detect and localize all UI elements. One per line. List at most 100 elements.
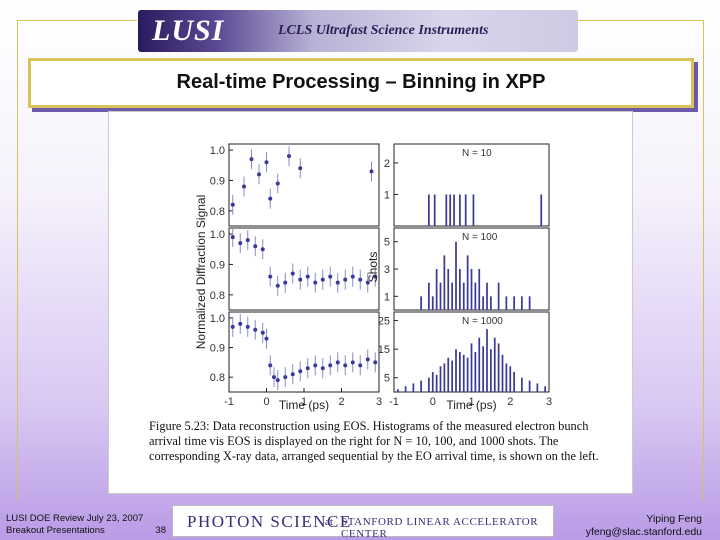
histogram-bar [428,282,430,310]
data-point [268,363,273,368]
histogram-bar [521,377,523,392]
signal-panel-frame [228,311,380,393]
figure-caption: Figure 5.23: Data reconstruction using E… [149,419,599,463]
slac-name: STANFORD LINEAR ACCELERATOR CENTER [341,516,539,540]
histogram-bar [540,194,543,226]
histogram-bar [501,354,504,392]
histogram-bar [505,296,508,310]
data-point [305,274,310,279]
histogram-bar [466,357,469,392]
page-number: 38 [155,525,166,536]
histogram-bar [493,337,496,392]
sample-size-label: N = 10 [462,148,492,159]
signal-panel-frame [228,227,380,311]
histogram-bar [459,352,461,392]
data-point [373,360,378,365]
data-point [253,244,258,249]
histogram-bar [536,383,539,392]
histogram-bar [455,241,457,310]
x-tick-label: 0 [263,396,269,408]
histogram-bar [513,296,515,310]
data-point [238,321,243,326]
y-tick-label: 1.0 [210,145,225,157]
data-point [257,172,261,177]
histogram-bar [462,282,465,310]
histogram-bar [474,352,477,392]
histogram-bar [521,296,523,310]
data-point [245,238,250,243]
data-point [290,372,295,377]
histogram-bar [412,383,415,392]
left-axis-label: Normalized Diffraction Signal [194,195,208,350]
right-axis-label: Shots [366,252,380,283]
y-tick-label: 5 [384,373,390,385]
data-point [298,277,303,282]
header-banner: LUSI LCLS Ultrafast Science Instruments [138,10,578,52]
histogram-bar [445,194,448,226]
data-point [343,277,348,282]
data-point [260,330,265,335]
data-point [230,235,235,240]
data-point [373,274,378,279]
y-tick-label: 1 [384,189,390,201]
data-point [260,247,265,252]
y-tick-label: 0.9 [210,343,225,355]
y-tick-label: 0.9 [210,175,225,187]
x-tick-label: 3 [546,396,552,408]
y-tick-label: 2 [384,158,390,170]
histogram-bar [486,329,488,392]
data-point [268,196,273,201]
histogram-bar [470,343,473,392]
x-tick-label: 0 [430,396,436,408]
y-tick-label: 0.8 [210,290,225,302]
histogram-bar [420,380,422,392]
x-tick-label: 2 [507,396,513,408]
histogram-bar [453,194,455,226]
histogram-bar [472,194,475,226]
histogram-bar [482,296,484,310]
x-tick-label: 3 [376,396,382,408]
data-point [238,241,243,246]
data-point [365,357,370,362]
slide-title-box: Real-time Processing – Binning in XPP [28,58,694,108]
x-tick-label: -1 [224,396,234,408]
data-point [365,280,370,285]
footer-at: at [325,516,333,528]
histogram-bar [433,194,436,226]
histogram-bar [482,346,484,392]
photon-science-logo: PHOTON SCIENCE [187,512,352,531]
y-tick-label: 15 [378,344,390,356]
histogram-bar [449,194,452,226]
histogram-bar [462,354,465,392]
histogram-bar [435,374,438,392]
banner-subtitle: LCLS Ultrafast Science Instruments [278,23,489,38]
x-tick-label: -1 [389,396,399,408]
signal-panel-frame [228,143,380,227]
y-tick-label: 0.9 [210,259,225,271]
data-point [275,378,280,383]
data-point [313,363,318,368]
data-point [320,277,325,282]
histogram-bar [466,255,469,310]
histogram-bar [443,255,446,310]
data-point [230,202,235,207]
sample-size-label: N = 1000 [462,316,503,327]
data-point [298,369,303,374]
histogram-bar [544,386,546,392]
x-tick-label: 1 [301,396,307,408]
data-point [268,274,273,279]
data-point [283,375,288,380]
x-axis-label: Time (ps) [279,398,329,412]
frame-line [17,20,137,21]
histogram-bar [474,282,477,310]
data-point [272,375,276,380]
histogram-bar [459,269,461,310]
histogram-bar [447,357,450,392]
data-point [245,324,250,329]
histogram-bar [464,194,467,226]
lusi-logo: LUSI [152,14,225,47]
data-point [358,363,363,368]
histogram-bar [470,269,473,310]
histogram-bar [431,372,434,392]
